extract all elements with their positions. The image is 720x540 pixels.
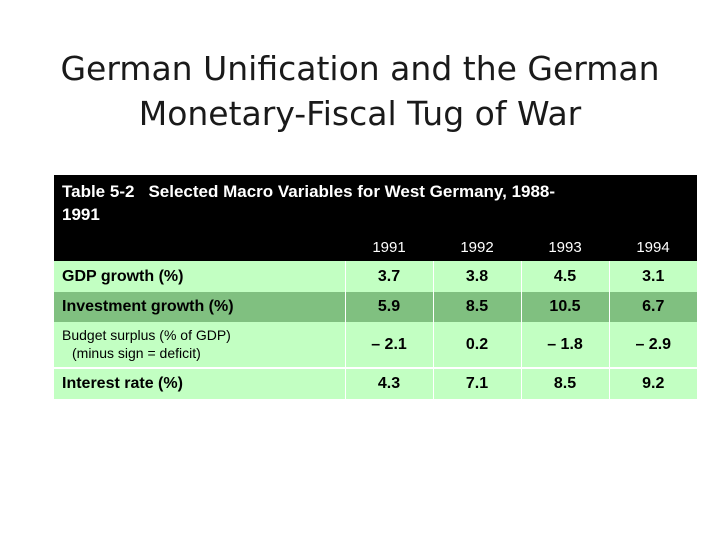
year-header: 1991 — [345, 233, 433, 261]
table-cell: 0.2 — [433, 322, 522, 368]
table-row-gdp-growth: GDP growth (%) 3.7 3.8 4.5 3.1 — [54, 261, 697, 292]
macro-variables-table: 1991 1992 1993 1994 GDP growth (%) 3.7 3… — [54, 233, 697, 399]
table-cell: 3.1 — [609, 261, 697, 292]
table-cell: 10.5 — [521, 292, 610, 322]
table-caption-text: Selected Macro Variables for West German… — [148, 182, 556, 201]
table-header-row: 1991 1992 1993 1994 — [54, 233, 697, 261]
table-caption: Table 5-2 Selected Macro Variables for We… — [54, 175, 697, 233]
table-number: Table 5-2 — [62, 182, 135, 201]
table-cell: 9.2 — [609, 367, 697, 399]
table-cell: 3.7 — [345, 261, 434, 292]
slide-title-line-1: German Unification and the German — [60, 49, 660, 89]
table-cell: 8.5 — [521, 367, 610, 399]
table-cell: 4.3 — [345, 367, 434, 399]
table-cell: – 1.8 — [521, 322, 610, 368]
year-header: 1992 — [433, 233, 521, 261]
table-cell: 5.9 — [345, 292, 434, 322]
table-row-budget-surplus: Budget surplus (% of GDP) (minus sign = … — [54, 322, 697, 368]
table-row-investment-growth: Investment growth (%) 5.9 8.5 10.5 6.7 — [54, 292, 697, 322]
table-cell: – 2.1 — [345, 322, 434, 368]
slide-title-line-2: Monetary-Fiscal Tug of War — [138, 94, 582, 134]
table-cell: 4.5 — [521, 261, 610, 292]
row-label-main: Budget surplus (% of GDP) — [62, 327, 231, 343]
table-cell: 8.5 — [433, 292, 522, 322]
table-cell: 7.1 — [433, 367, 522, 399]
table-cell: 6.7 — [609, 292, 697, 322]
row-label: Investment growth (%) — [54, 292, 346, 322]
row-label-cell: Budget surplus (% of GDP) (minus sign = … — [54, 322, 346, 368]
row-label: GDP growth (%) — [54, 261, 346, 292]
table-row-interest-rate: Interest rate (%) 4.3 7.1 8.5 9.2 — [54, 367, 697, 399]
row-label: Budget surplus (% of GDP) (minus sign = … — [62, 327, 345, 362]
table-caption-continuation: 1991 — [62, 205, 100, 224]
data-table: Table 5-2 Selected Macro Variables for We… — [54, 175, 697, 399]
year-header: 1994 — [609, 233, 697, 261]
row-label-note: (minus sign = deficit) — [72, 345, 201, 361]
row-label: Interest rate (%) — [54, 367, 346, 399]
table-cell: 3.8 — [433, 261, 522, 292]
table-cell: – 2.9 — [609, 322, 697, 368]
year-header: 1993 — [521, 233, 609, 261]
slide-title: German Unification and the German Moneta… — [0, 46, 720, 136]
header-empty-cell — [54, 233, 345, 261]
